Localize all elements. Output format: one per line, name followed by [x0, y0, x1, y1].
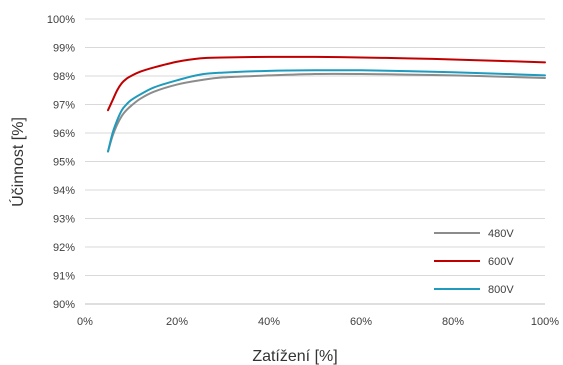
y-tick-label: 93% — [53, 214, 75, 226]
series-lines — [107, 55, 546, 153]
legend-label: 800V — [488, 284, 514, 296]
y-tick-label: 95% — [53, 157, 75, 169]
grid-lines — [85, 18, 545, 276]
x-axis-title: Zatížení [%] — [252, 348, 337, 365]
y-tick-label: 98% — [53, 71, 75, 83]
y-tick-label: 96% — [53, 128, 75, 140]
legend: 480V 600V 800V — [434, 228, 514, 296]
y-tick-label: 91% — [53, 271, 75, 283]
x-tick-label: 0% — [77, 316, 93, 328]
legend-label: 480V — [488, 228, 514, 240]
y-tick-label: 100% — [47, 14, 75, 26]
x-tick-label: 100% — [531, 316, 559, 328]
legend-label: 600V — [488, 256, 514, 268]
x-tick-label: 80% — [442, 316, 464, 328]
y-tick-label: 94% — [53, 185, 75, 197]
y-tick-label: 92% — [53, 242, 75, 254]
x-tick-label: 20% — [166, 316, 188, 328]
y-tick-label: 90% — [53, 299, 75, 311]
y-tick-labels: 90% 91% 92% 93% 94% 95% 96% 97% 98% 99% 100% — [47, 14, 75, 311]
y-tick-label: 99% — [53, 43, 75, 55]
x-tick-label: 40% — [258, 316, 280, 328]
y-tick-label: 97% — [53, 100, 75, 112]
series-line-800v — [107, 69, 546, 153]
series-line-600v — [107, 55, 546, 112]
x-tick-label: 60% — [350, 316, 372, 328]
series-line-480v — [107, 72, 546, 153]
y-axis-title: Účinnost [%] — [8, 117, 27, 207]
x-tick-labels: 0% 20% 40% 60% 80% 100% — [77, 316, 559, 328]
